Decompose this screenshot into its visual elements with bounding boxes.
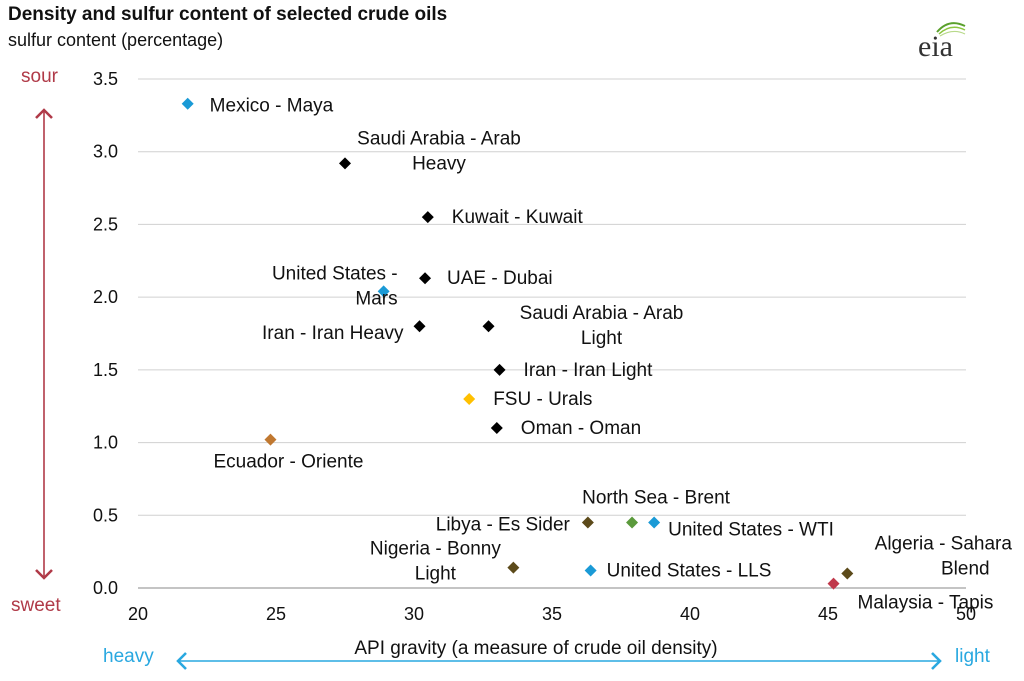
- data-point: [841, 567, 854, 580]
- data-label: Kuwait - Kuwait: [452, 207, 584, 228]
- data-label: Saudi Arabia - Arab Heavy: [357, 128, 521, 174]
- data-point: [490, 422, 503, 435]
- eia-logo-swoosh-icon: [936, 22, 966, 37]
- data-label: Malaysia - Tapis: [858, 593, 994, 614]
- data-label: United States - WTI: [668, 520, 834, 541]
- data-point: [584, 564, 597, 577]
- data-point: [507, 561, 520, 574]
- data-point: [827, 577, 840, 590]
- data-point: [463, 392, 476, 405]
- y-tick-label: 3.5: [93, 69, 118, 89]
- x-tick-label: 35: [542, 604, 562, 624]
- data-label: Iran - Iran Light: [524, 360, 654, 381]
- y-tick-label: 1.0: [93, 433, 118, 453]
- data-label: Nigeria - Bonny Light: [370, 539, 501, 585]
- x-tick-label: 30: [404, 604, 424, 624]
- sour-label: sour: [21, 66, 59, 87]
- data-point: [181, 97, 194, 110]
- y-tick-label: 2.0: [93, 287, 118, 307]
- data-label: Iran - Iran Heavy: [262, 323, 404, 344]
- data-label: Mexico - Maya: [210, 96, 334, 117]
- data-point: [482, 320, 495, 333]
- data-label: FSU - Urals: [493, 389, 592, 410]
- data-label: North Sea - Brent: [582, 488, 731, 509]
- chart-title: Density and sulfur content of selected c…: [8, 4, 448, 25]
- data-label: Libya - Es Sider: [436, 515, 571, 536]
- data-point: [339, 157, 351, 170]
- y-axis-title: sulfur content (percentage): [8, 30, 224, 50]
- data-label: Algeria - Sahara Blend: [875, 533, 1013, 579]
- y-tick-label: 3.0: [93, 142, 118, 162]
- x-tick-label: 20: [128, 604, 148, 624]
- eia-logo: [915, 18, 973, 64]
- x-tick-label: 40: [680, 604, 700, 624]
- data-label: Saudi Arabia - Arab Light: [520, 303, 684, 349]
- data-point: [421, 211, 434, 224]
- light-label: light: [955, 646, 991, 667]
- data-point: [493, 363, 506, 376]
- y-tick-label: 0.0: [93, 578, 118, 598]
- data-point: [648, 516, 661, 529]
- data-point: [377, 285, 390, 298]
- eia-logo-text: eia: [918, 30, 953, 63]
- data-point: [413, 320, 426, 333]
- data-point: [419, 272, 432, 285]
- sweet-label: sweet: [11, 595, 61, 616]
- data-label: Oman - Oman: [521, 418, 641, 439]
- heavy-label: heavy: [103, 646, 154, 667]
- data-point: [264, 433, 277, 446]
- x-tick-label: 50: [956, 604, 976, 624]
- y-tick-label: 1.5: [93, 360, 118, 380]
- data-label: Ecuador - Oriente: [213, 452, 363, 473]
- data-point: [581, 516, 594, 529]
- data-label: United States - LLS: [607, 561, 772, 582]
- y-tick-label: 2.5: [93, 214, 118, 234]
- data-label: UAE - Dubai: [447, 268, 553, 289]
- x-tick-label: 45: [818, 604, 838, 624]
- data-point: [626, 516, 639, 529]
- x-tick-label: 25: [266, 604, 286, 624]
- y-tick-label: 0.5: [93, 505, 118, 525]
- data-label: United States -Mars: [272, 263, 398, 309]
- x-axis-title: API gravity (a measure of crude oil dens…: [354, 638, 717, 659]
